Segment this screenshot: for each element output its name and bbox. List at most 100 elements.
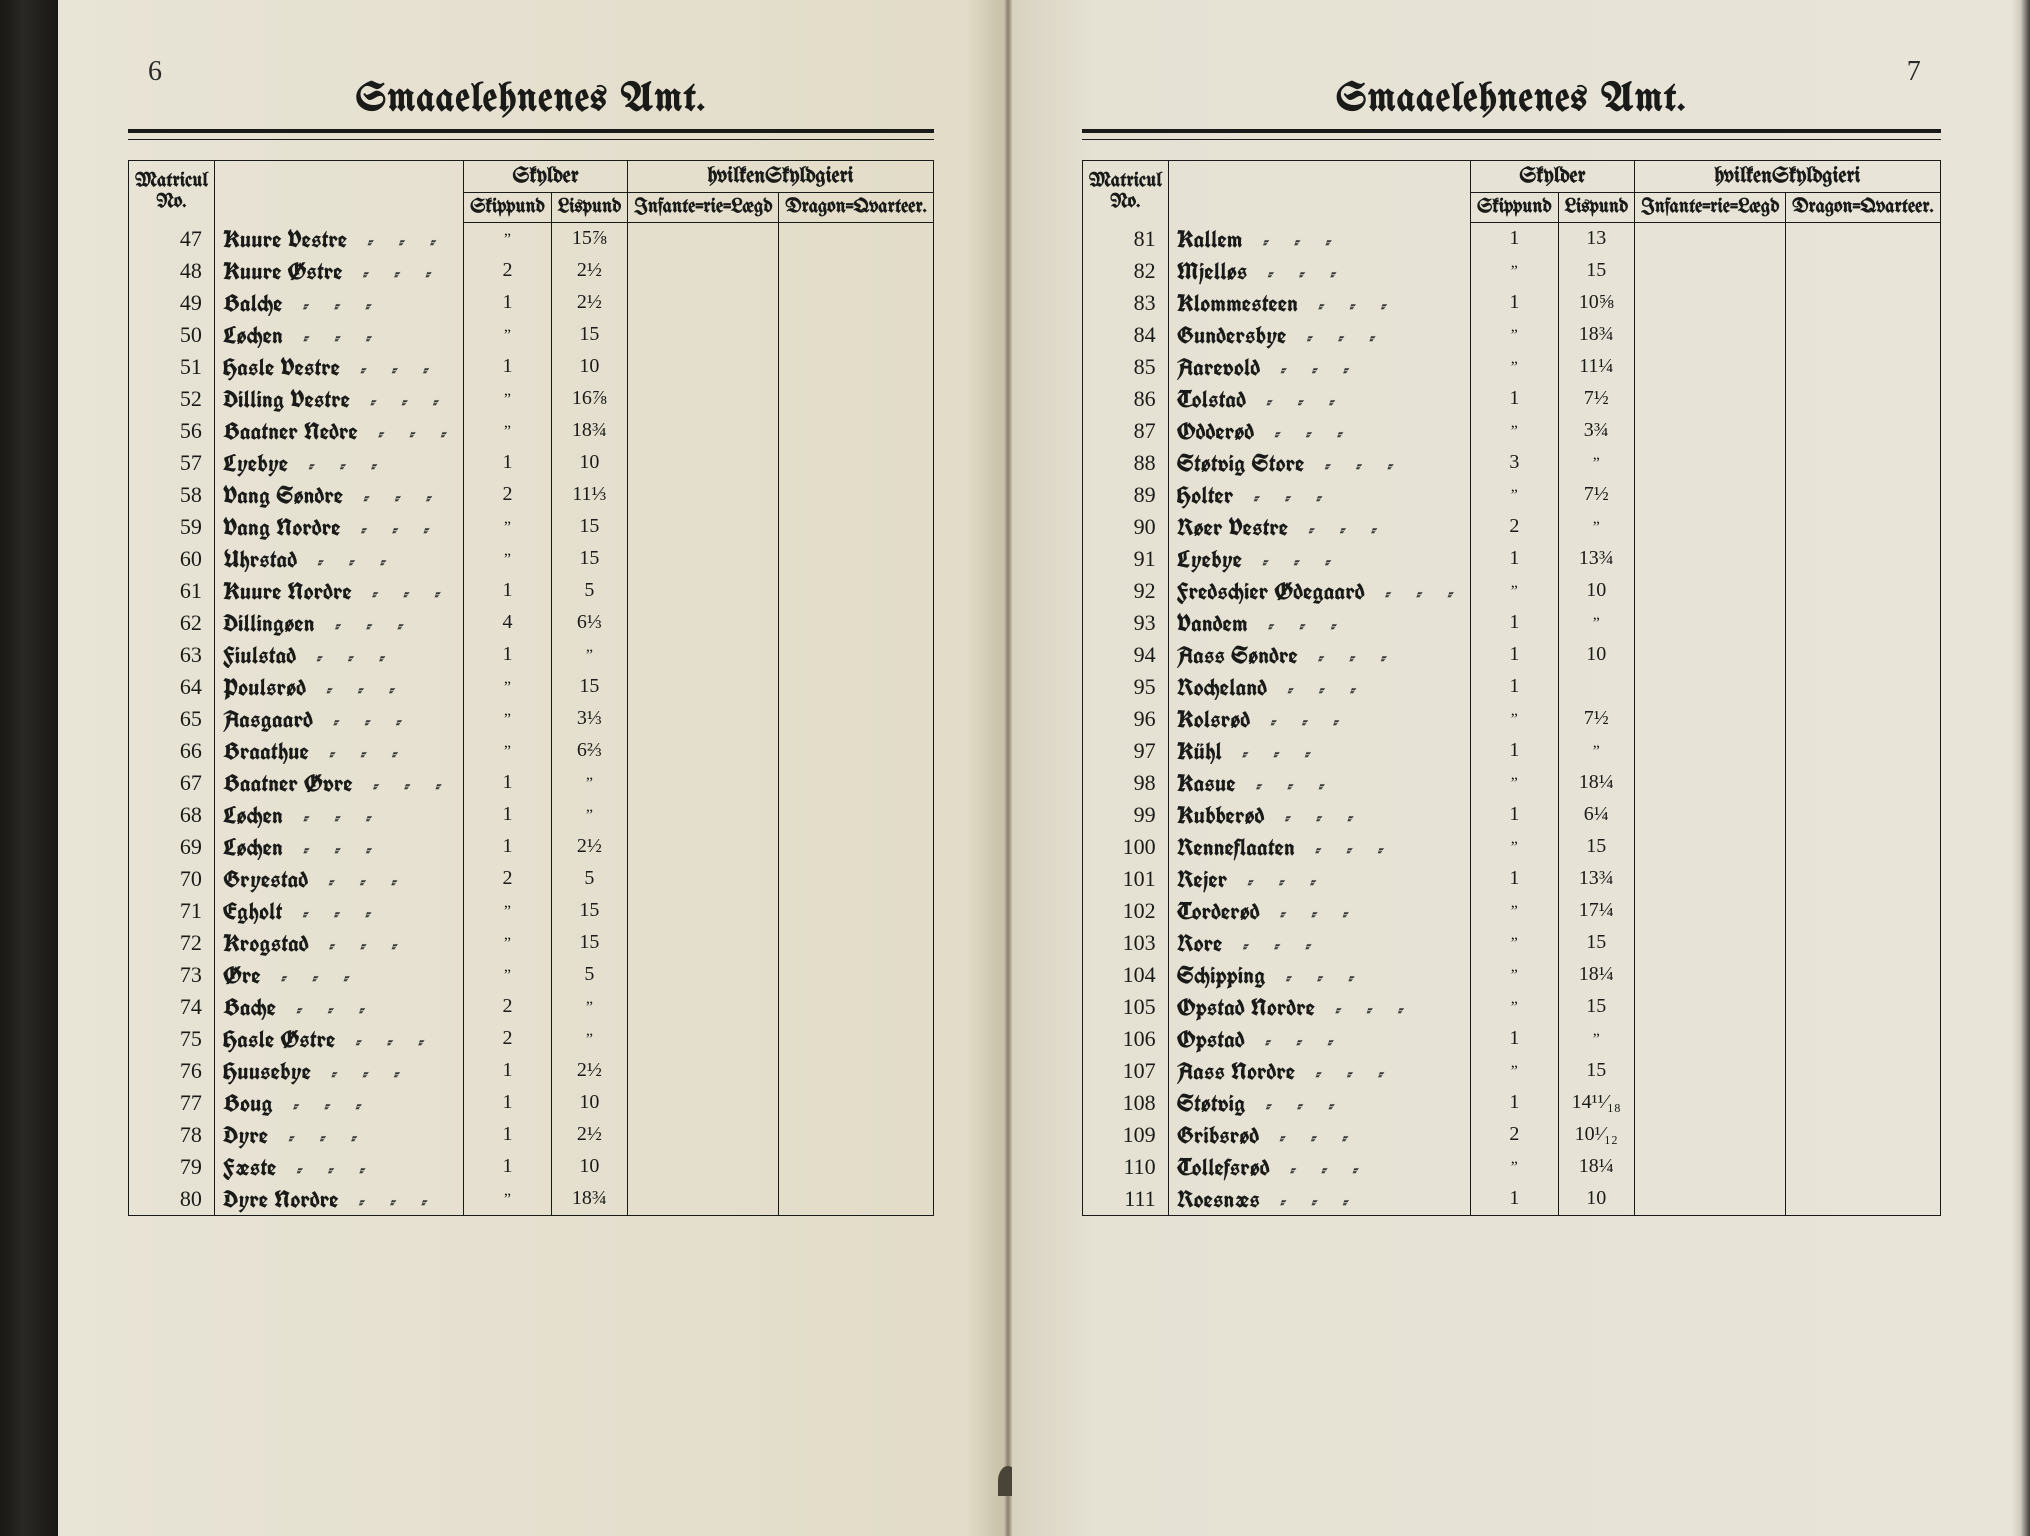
cell-no: 92 — [1082, 575, 1168, 607]
cell-infanterie — [1635, 319, 1786, 351]
name-text: Gundersbye — [1177, 319, 1287, 351]
cell-skippund: ˮ — [464, 703, 551, 735]
cell-no: 80 — [128, 1183, 214, 1216]
table-row: 77Boug= = =110 — [128, 1087, 933, 1119]
name-text: Støtvig Store — [1177, 447, 1305, 479]
name-text: Roesnæs — [1177, 1183, 1260, 1215]
cell-lispund: 2½ — [551, 831, 628, 863]
cell-dragon — [779, 703, 933, 735]
cell-no: 102 — [1082, 895, 1168, 927]
leader-dots: = = = — [1288, 518, 1387, 542]
cell-name: Løchen= = = — [214, 319, 463, 351]
cell-skippund: 1 — [1471, 639, 1558, 671]
cell-dragon — [779, 255, 933, 287]
table-row: 103Rore= = =ˮ15 — [1082, 927, 1940, 959]
cell-skippund: 1 — [1471, 383, 1558, 415]
cell-no: 61 — [128, 575, 214, 607]
cell-no: 71 — [128, 895, 214, 927]
cell-infanterie — [628, 575, 779, 607]
cell-infanterie — [1635, 1055, 1786, 1087]
cell-name: Gryestad= = = — [214, 863, 463, 895]
cell-skippund: ˮ — [464, 959, 551, 991]
cell-skippund: 1 — [464, 639, 551, 671]
cell-name: Øre= = = — [214, 959, 463, 991]
leader-dots: = = = — [1270, 1158, 1369, 1182]
cell-skippund: 1 — [1471, 671, 1558, 703]
th-label: Matricul — [1089, 171, 1162, 192]
cell-no: 86 — [1082, 383, 1168, 415]
name-text: Odderød — [1177, 415, 1255, 447]
cell-name: Renneflaaten= = = — [1168, 831, 1470, 863]
name-text: Huusebye — [223, 1055, 311, 1087]
name-text: Tollefsrød — [1177, 1151, 1270, 1183]
cell-name: Gribsrød= = = — [1168, 1119, 1470, 1151]
cell-skippund: ˮ — [464, 735, 551, 767]
table-row: 74Bache= = =2ˮ — [128, 991, 933, 1023]
cell-name: Rocheland= = = — [1168, 671, 1470, 703]
name-text: Kuure Nordre — [223, 575, 352, 607]
cell-name: Huusebye= = = — [214, 1055, 463, 1087]
cell-infanterie — [628, 415, 779, 447]
cell-name: Odderød= = = — [1168, 415, 1470, 447]
leader-dots: = = = — [1254, 422, 1353, 446]
cell-skippund: 1 — [464, 287, 551, 319]
table-row: 97Kühl= = =1ˮ — [1082, 735, 1940, 767]
cell-infanterie — [1635, 543, 1786, 575]
cell-dragon — [1786, 255, 1940, 287]
cell-no: 103 — [1082, 927, 1168, 959]
cell-lispund: 10⅝ — [1558, 287, 1635, 319]
cell-skippund: ˮ — [464, 1183, 551, 1216]
cell-name: Roesnæs= = = — [1168, 1183, 1470, 1216]
name-text: Kasue — [1177, 767, 1236, 799]
cell-infanterie — [628, 639, 779, 671]
cell-skippund: ˮ — [464, 671, 551, 703]
cell-lispund: 15 — [1558, 831, 1635, 863]
cell-lispund: 5 — [551, 863, 628, 895]
col-infanterie: Infante=rie=Lægd — [628, 193, 779, 223]
leader-dots: = = = — [268, 1126, 367, 1150]
cell-skippund: 2 — [464, 863, 551, 895]
table-row: 52Dilling Vestre= = =ˮ16⅞ — [128, 383, 933, 415]
cell-infanterie — [1635, 255, 1786, 287]
cell-dragon — [779, 287, 933, 319]
leader-dots: = = = — [1365, 582, 1464, 606]
cell-infanterie — [628, 223, 779, 255]
table-row: 102Torderød= = =ˮ17¼ — [1082, 895, 1940, 927]
cell-skippund: 1 — [464, 1119, 551, 1151]
leader-dots: = = = — [343, 262, 442, 286]
cell-dragon — [779, 447, 933, 479]
table-row: 93Vandem= = =1ˮ — [1082, 607, 1940, 639]
cell-name: Holter= = = — [1168, 479, 1470, 511]
cell-skippund: ˮ — [1471, 319, 1558, 351]
cell-lispund: ˮ — [551, 799, 628, 831]
cell-lispund: 10 — [551, 351, 628, 383]
page-number-right: 7 — [1907, 56, 1921, 88]
leader-dots: = = = — [358, 422, 457, 446]
cell-infanterie — [628, 799, 779, 831]
cell-no: 67 — [128, 767, 214, 799]
table-row: 98Kasue= = =ˮ18¼ — [1082, 767, 1940, 799]
cell-dragon — [779, 1119, 933, 1151]
cell-name: Baatner Øvre= = = — [214, 767, 463, 799]
table-row: 67Baatner Øvre= = =1ˮ — [128, 767, 933, 799]
cell-no: 107 — [1082, 1055, 1168, 1087]
col-lispund: Lispund — [1558, 193, 1635, 223]
cell-lispund: 6⅓ — [551, 607, 628, 639]
cell-dragon — [1786, 1151, 1940, 1183]
cell-dragon — [1786, 1087, 1940, 1119]
cell-no: 51 — [128, 351, 214, 383]
cell-lispund: 18¾ — [551, 1183, 628, 1216]
cell-no: 91 — [1082, 543, 1168, 575]
table-row: 89Holter= = =ˮ7½ — [1082, 479, 1940, 511]
cell-no: 49 — [128, 287, 214, 319]
cell-name: Hasle Vestre= = = — [214, 351, 463, 383]
leader-dots: = = = — [1222, 934, 1321, 958]
table-row: 50Løchen= = =ˮ15 — [128, 319, 933, 351]
cell-skippund: 1 — [1471, 1023, 1558, 1055]
table-row: 80Dyre Nordre= = =ˮ18¾ — [128, 1183, 933, 1216]
cell-dragon — [779, 927, 933, 959]
cell-name: Røer Vestre= = = — [1168, 511, 1470, 543]
name-text: Hasle Vestre — [223, 351, 340, 383]
cell-infanterie — [1635, 799, 1786, 831]
cell-infanterie — [1635, 959, 1786, 991]
